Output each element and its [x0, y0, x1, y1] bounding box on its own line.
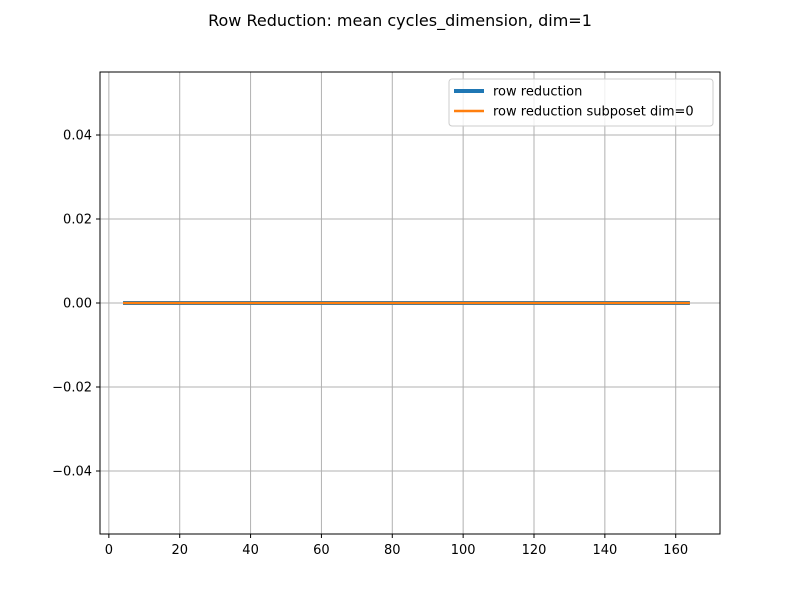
x-tick-label: 100: [451, 543, 476, 558]
y-tick-label: 0.02: [63, 213, 92, 228]
x-tick-label: 40: [242, 543, 259, 558]
x-tick-label: 20: [171, 543, 188, 558]
x-tick-label: 160: [663, 543, 688, 558]
x-tick-label: 0: [105, 543, 113, 558]
axis-ticks: 0 20 40 60 80 100 120 140 160 −0.04 −0.02 0.00 0.02 0…: [52, 129, 688, 559]
y-tick-label: −0.04: [52, 465, 92, 480]
y-tick-label: −0.02: [52, 381, 92, 396]
y-tick-label: 0.04: [63, 129, 92, 144]
chart-title: Row Reduction: mean cycles_dimension, di…: [208, 11, 592, 31]
x-tick-label: 120: [522, 543, 547, 558]
legend-label-1: row reduction: [493, 85, 582, 100]
x-tick-label: 140: [592, 543, 617, 558]
x-tick-label: 60: [313, 543, 330, 558]
legend: row reduction row reduction subposet dim=…: [448, 78, 714, 127]
y-tick-label: 0.00: [63, 297, 92, 312]
x-tick-label: 80: [384, 543, 401, 558]
legend-box: [448, 78, 714, 127]
legend-label-2: row reduction subposet dim=0: [493, 105, 694, 120]
